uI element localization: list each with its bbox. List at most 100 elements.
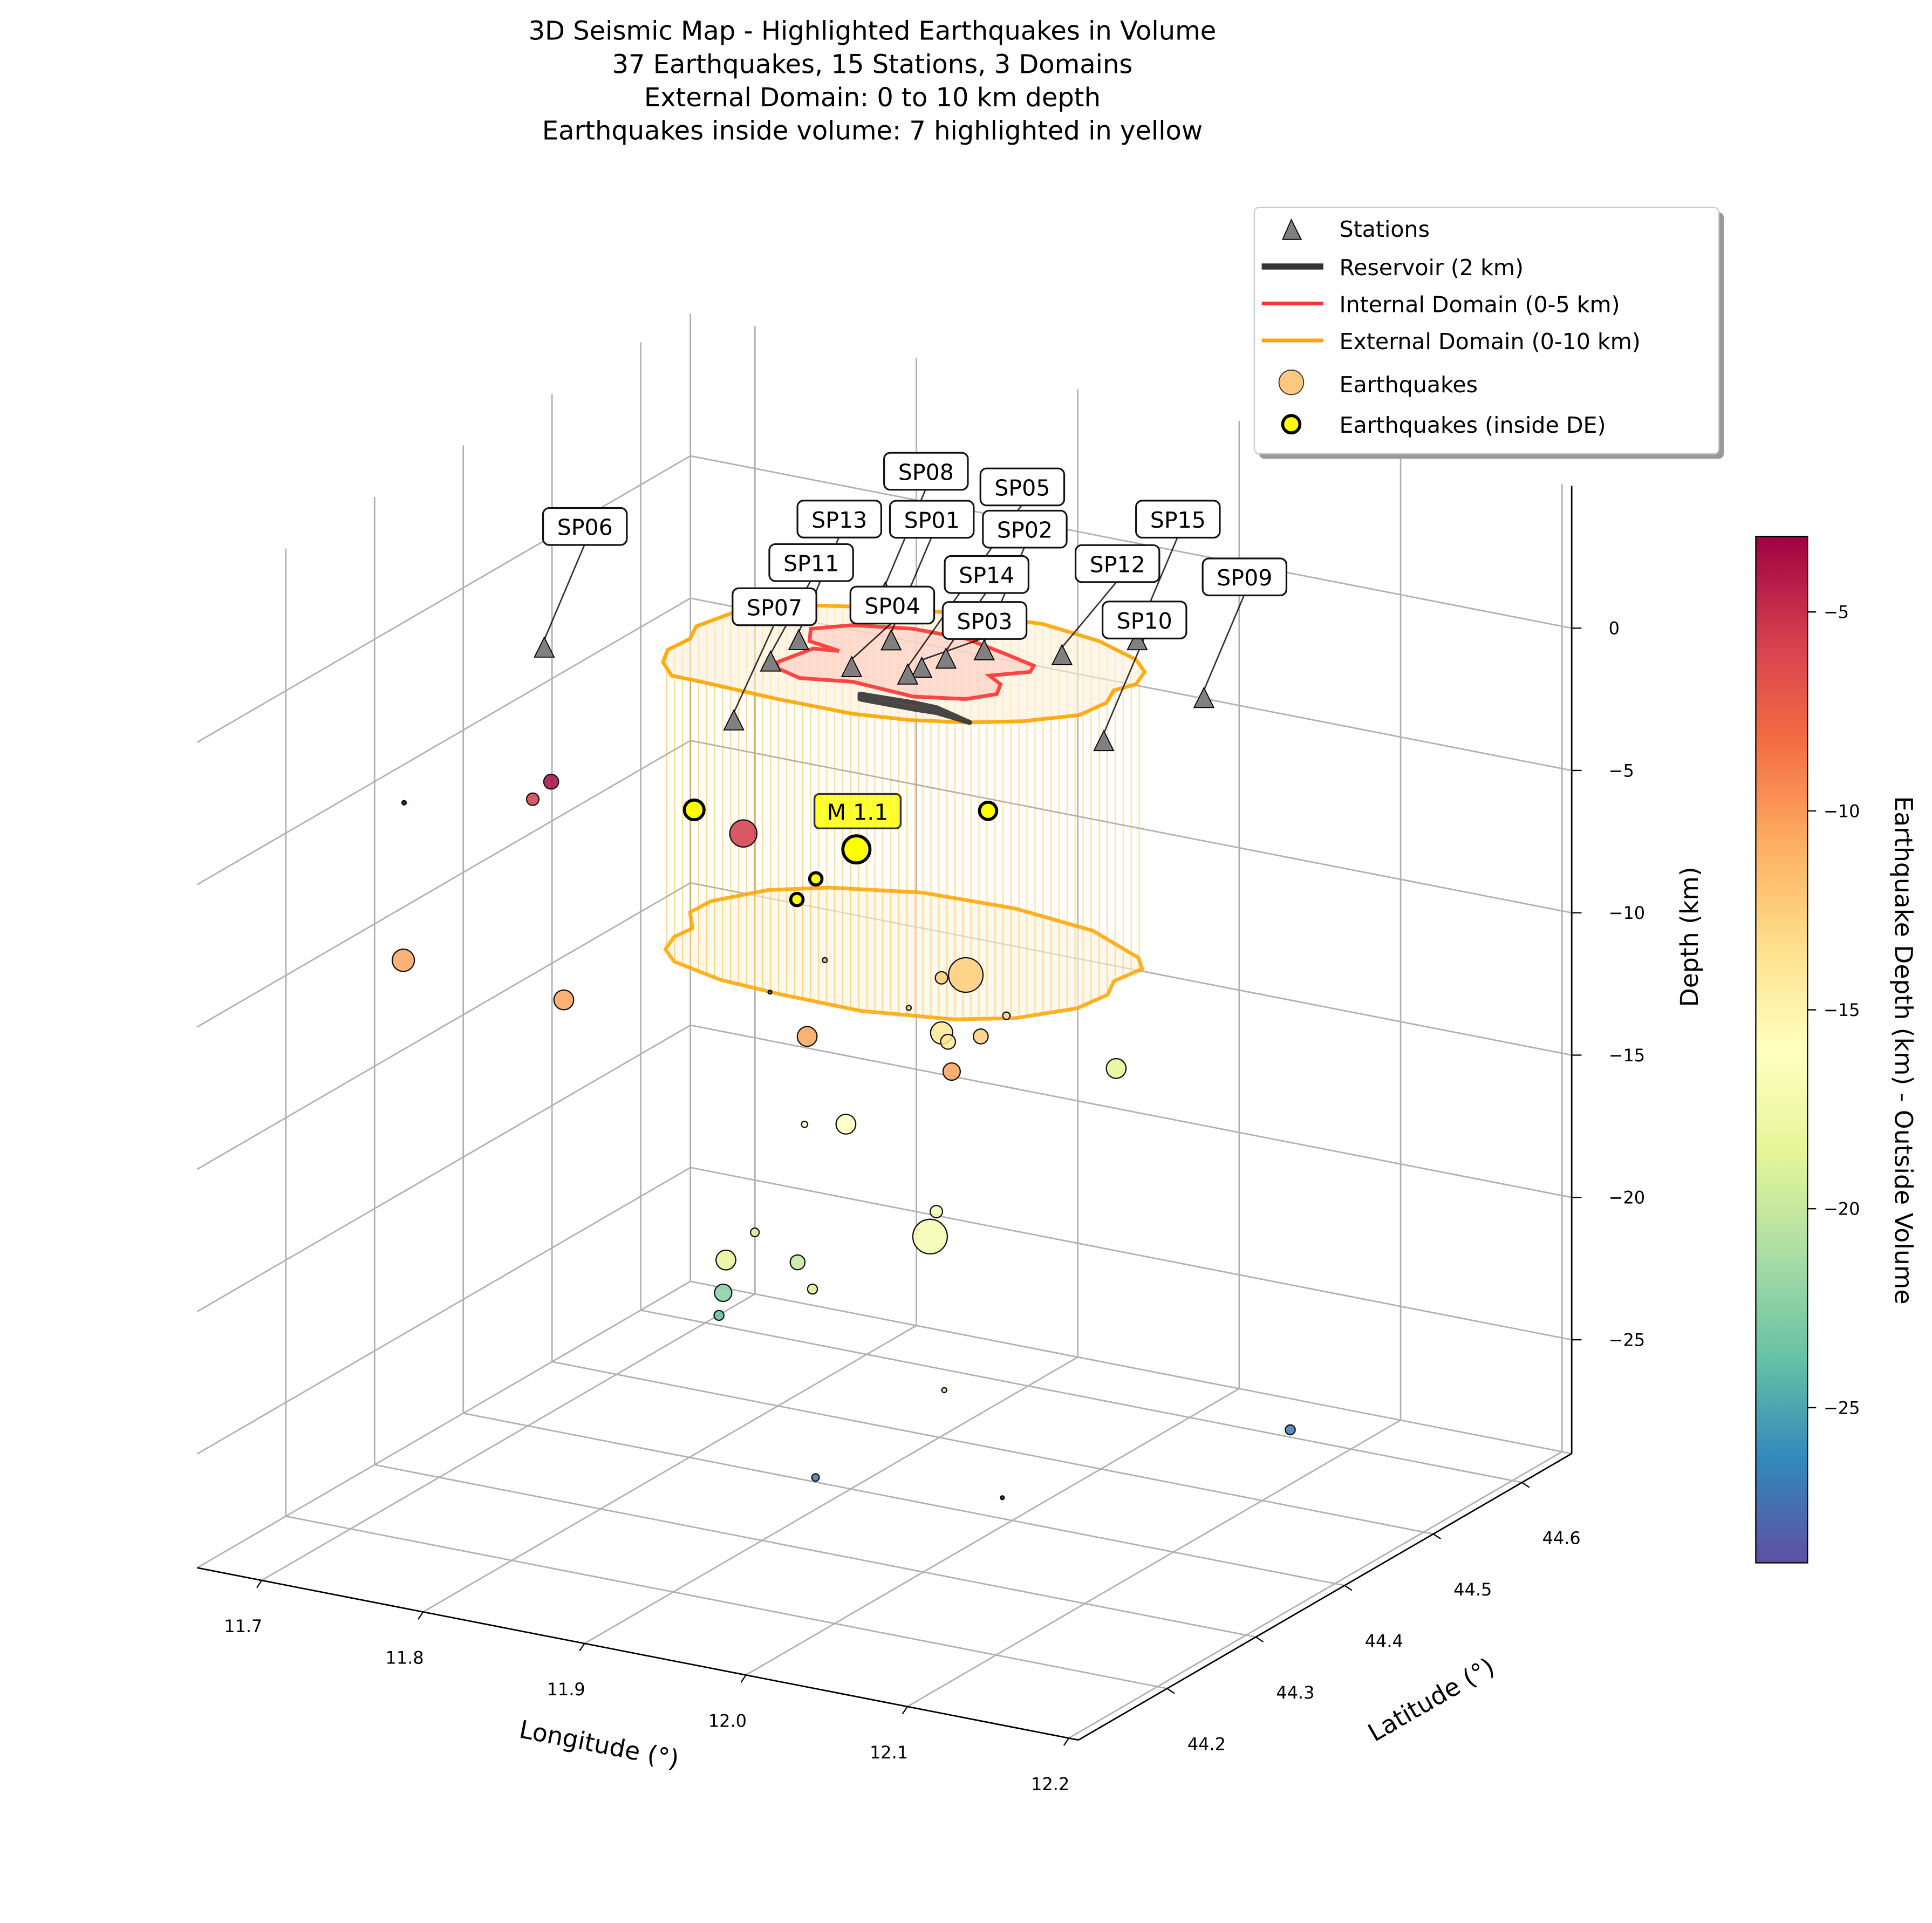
station-triangle-icon — [973, 639, 995, 660]
earthquake-marker — [929, 1205, 944, 1219]
y-axis-line — [1078, 1453, 1572, 1741]
station-label: SP09 — [1201, 557, 1288, 597]
earthquake-marker — [714, 1283, 733, 1303]
station-label-text: SP05 — [994, 475, 1050, 501]
station-label-text: SP15 — [1150, 507, 1206, 533]
left-wall-gridline — [196, 740, 691, 1028]
floor-gridline — [907, 1419, 1401, 1708]
y-tick-mark — [1166, 1688, 1175, 1694]
station-label-text: SP02 — [997, 517, 1053, 543]
station-leader-line — [1103, 637, 1145, 734]
station-label: SP07 — [732, 587, 817, 626]
earthquake-marker — [912, 1218, 948, 1254]
title-line-4: Earthquakes inside volume: 7 highlighted… — [542, 116, 1203, 146]
legend-earthquake-icon — [1278, 369, 1305, 395]
colorbar-tick-label: −10 — [1824, 801, 1860, 821]
station-label: SP01 — [889, 500, 975, 539]
z-tick-label: −10 — [1609, 903, 1645, 923]
station-label: SP11 — [768, 543, 854, 582]
magnitude-annotation: M 1.1 — [813, 793, 902, 830]
back-wall-gridline — [690, 740, 1572, 914]
earthquake-marker — [789, 1254, 806, 1271]
x-axis-label: Longitude (°) — [517, 1715, 681, 1774]
y-tick-label: 44.3 — [1276, 1682, 1314, 1703]
legend: Stations Reservoir (2 km) Internal Domai… — [1253, 207, 1724, 459]
x-tick-mark — [902, 1706, 908, 1715]
station-triangle-icon — [1127, 629, 1148, 651]
station-label-box — [944, 555, 1029, 594]
colorbar-tick-label: −25 — [1824, 1397, 1860, 1418]
z-tick-label: −20 — [1609, 1188, 1645, 1208]
station-label-text: SP01 — [904, 507, 960, 533]
earthquake-inside-marker — [978, 800, 999, 821]
left-wall-gridline — [196, 1024, 691, 1313]
earthquake-marker — [796, 1026, 818, 1047]
pane-edge — [196, 1280, 691, 1569]
earthquake-marker — [553, 989, 575, 1011]
earthquake-marker — [934, 971, 948, 985]
station-label: SP15 — [1135, 500, 1221, 539]
station-triangles — [534, 581, 1215, 752]
legend-inside-icon — [1281, 414, 1302, 435]
external-domain-bottom-outline — [663, 885, 1145, 1021]
station-label-text: SP06 — [557, 515, 613, 541]
station-leader-line — [851, 622, 893, 660]
earthquake-marker — [715, 1249, 736, 1271]
earthquake-marker — [767, 990, 773, 995]
earthquake-marker — [401, 800, 407, 806]
station-label: SP10 — [1102, 601, 1187, 639]
floor-gridline — [422, 1325, 917, 1613]
station-label-box — [1135, 500, 1221, 539]
station-label-box — [1201, 557, 1288, 597]
earthquake-marker — [801, 1120, 809, 1128]
station-label-text: SP10 — [1117, 608, 1172, 634]
station-label-text: SP13 — [811, 507, 867, 533]
station-triangle-icon — [760, 650, 781, 672]
station-label: SP03 — [941, 601, 1028, 640]
earthquake-marker — [525, 792, 540, 806]
z-tick-label: −15 — [1609, 1045, 1645, 1066]
station-label-box — [849, 585, 936, 625]
station-triangle-icon — [723, 709, 745, 731]
station-label-box — [1102, 601, 1187, 639]
colorbar: −5 −10 −15 −20 −25 Earthquake Depth (km) - O… — [1755, 535, 1917, 1564]
station-label: SP14 — [944, 555, 1029, 594]
station-label-box — [1074, 544, 1160, 583]
y-tick-label: 44.4 — [1365, 1631, 1403, 1652]
station-label-text: SP08 — [898, 459, 954, 485]
floor-gridline — [374, 1464, 1257, 1638]
station-label-box — [796, 500, 882, 538]
earthquake-markers — [391, 773, 1296, 1501]
legend-earthquakes: Earthquakes — [1339, 372, 1478, 398]
station-label-box — [982, 509, 1068, 549]
station-label-text: SP03 — [957, 609, 1012, 635]
station-leader-line — [1061, 580, 1118, 648]
station-label-box — [889, 500, 975, 539]
floor-gridline — [745, 1388, 1240, 1676]
colorbar-tick-label: −5 — [1824, 602, 1849, 623]
legend-stations: Stations — [1339, 216, 1430, 242]
y-tick-mark — [1521, 1482, 1530, 1488]
station-label: SP06 — [542, 507, 628, 546]
station-label: SP05 — [979, 467, 1066, 507]
station-labels: SP06 SP07 SP11 SP04 SP13 SP08 SP01 SP02 SP03 SP05… — [542, 452, 1288, 640]
station-leader-line — [543, 543, 586, 640]
y-tick-mark — [1433, 1533, 1441, 1540]
legend-triangle-icon — [1282, 218, 1302, 240]
earthquake-marker — [1285, 1424, 1296, 1436]
station-triangle-icon — [911, 656, 933, 678]
back-wall-gridline — [690, 1167, 1572, 1341]
earthquake-marker — [1105, 1058, 1127, 1079]
earthquake-marker — [749, 1227, 760, 1238]
pane-edge — [690, 1280, 1572, 1455]
left-wall-gridline — [196, 1167, 691, 1455]
legend-external: External Domain (0-10 km) — [1339, 329, 1640, 354]
x-tick-mark — [418, 1611, 424, 1620]
axes-grid — [196, 313, 1573, 1741]
y-tick-label: 44.2 — [1187, 1734, 1226, 1755]
x-tick-label: 11.9 — [547, 1679, 585, 1700]
x-tick-label: 11.8 — [385, 1647, 424, 1668]
colorbar-gradient — [1755, 535, 1808, 1564]
earthquake-inside-marker — [789, 891, 805, 908]
